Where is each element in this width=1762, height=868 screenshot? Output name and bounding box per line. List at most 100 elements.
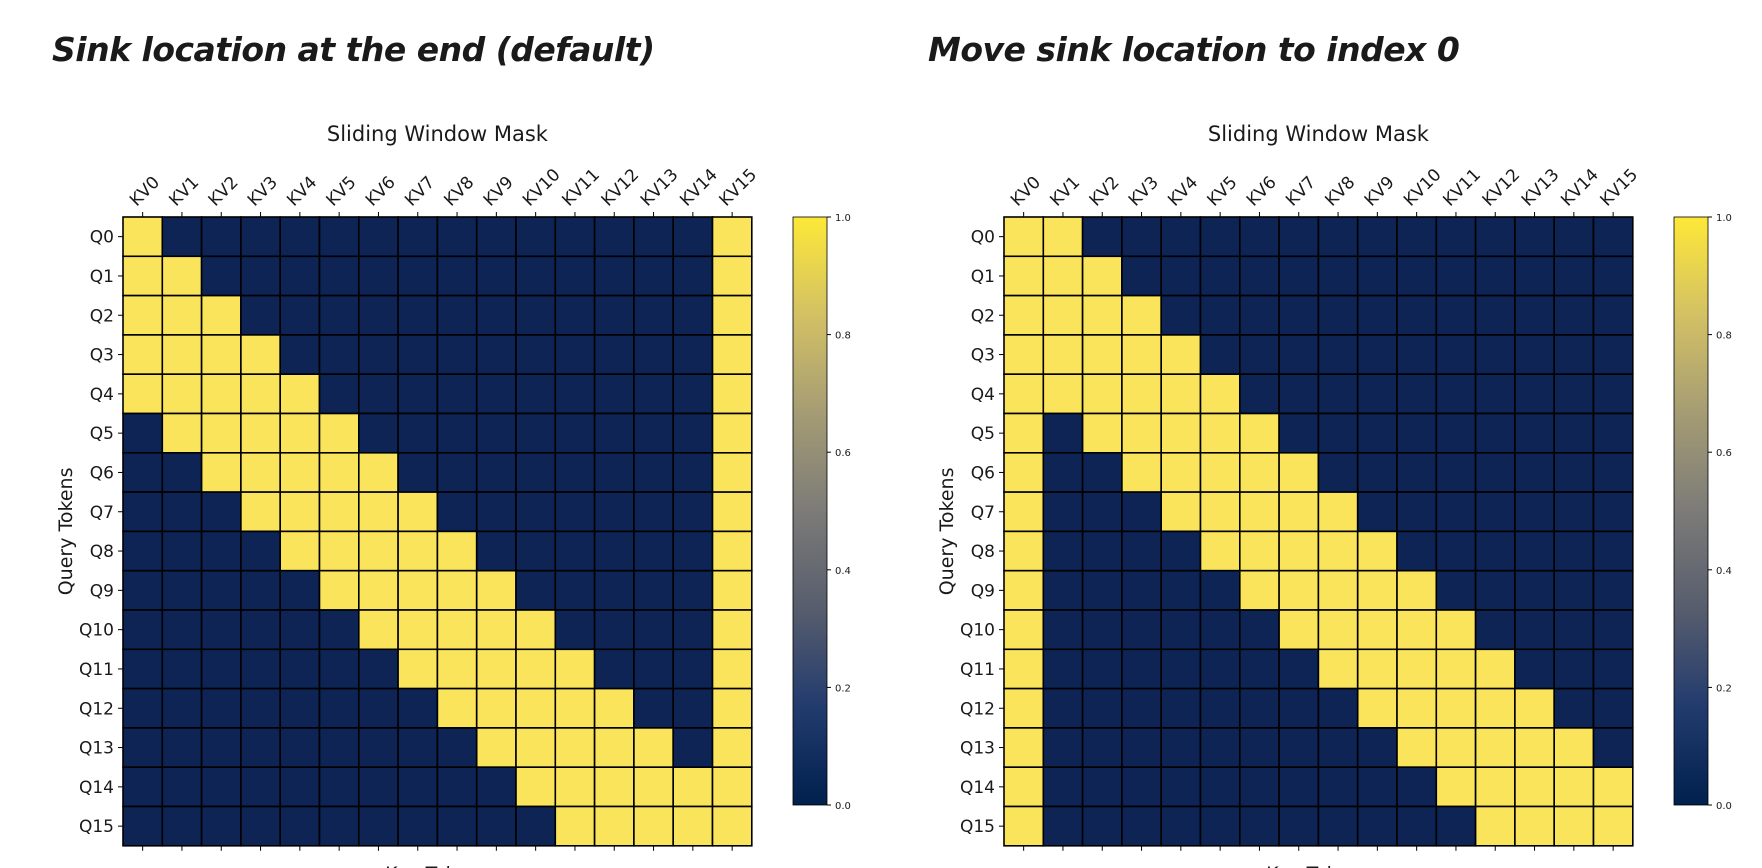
heatmap-cell — [1553, 373, 1595, 415]
heatmap-cell — [633, 255, 675, 297]
heatmap-cell — [357, 569, 399, 611]
heatmap-cell — [1278, 255, 1320, 297]
heatmap-cell — [161, 412, 203, 454]
heatmap-cell — [1238, 491, 1280, 533]
heatmap-cell — [397, 412, 439, 454]
heatmap-cell — [515, 294, 557, 336]
heatmap-cell — [318, 648, 360, 690]
heatmap-cell — [1081, 727, 1123, 769]
heatmap-cell — [711, 373, 753, 415]
heatmap-cell — [1042, 491, 1084, 533]
heatmap-cell — [1396, 766, 1438, 808]
heatmap-cell — [672, 530, 714, 572]
heatmap-cell — [1317, 334, 1359, 375]
heatmap-cell — [711, 255, 753, 297]
heatmap-cell — [1003, 530, 1045, 572]
heatmap-cell — [1474, 451, 1516, 493]
heatmap-cell — [1238, 530, 1280, 572]
heatmap-cell — [1356, 530, 1398, 572]
heatmap-cell — [475, 687, 517, 729]
heatmap-cell — [1553, 294, 1595, 336]
heatmap-cell — [122, 727, 164, 769]
heatmap-cell — [1514, 569, 1556, 611]
heatmap-cell — [1278, 609, 1320, 651]
heatmap-cell — [1356, 216, 1398, 258]
heatmap-cell — [357, 294, 399, 336]
heatmap-cell — [1121, 805, 1162, 847]
heatmap-cell — [240, 451, 281, 493]
heatmap-cell — [1474, 805, 1516, 847]
heatmap-cell — [1160, 294, 1202, 336]
heatmap-cell — [1435, 530, 1477, 572]
heatmap-cell — [1474, 294, 1516, 336]
heatmap-cell — [1553, 451, 1595, 493]
y-tick-label: Q10 — [79, 621, 114, 641]
heatmap-cell — [200, 412, 242, 454]
heatmap-cell — [318, 727, 360, 769]
heatmap-cell — [475, 412, 517, 454]
heatmap-cell — [1396, 609, 1438, 651]
heatmap-cell — [397, 334, 439, 375]
heatmap-cell — [672, 687, 714, 729]
heatmap-cell — [161, 491, 203, 533]
heatmap-cell — [1474, 334, 1516, 375]
heatmap-cell — [161, 334, 203, 375]
heatmap-cell — [161, 530, 203, 572]
heatmap-cell — [240, 609, 281, 651]
heatmap-cell — [475, 255, 517, 297]
heatmap-cell — [1042, 530, 1084, 572]
heatmap-cell — [554, 530, 596, 572]
heatmap-cell — [593, 648, 635, 690]
x-tick-label: KV1 — [1046, 173, 1084, 211]
heatmap-cell — [1592, 530, 1634, 572]
x-tick-label: KV10 — [1400, 165, 1446, 211]
heatmap-cell — [633, 727, 675, 769]
heatmap-cell — [1199, 412, 1241, 454]
x-tick-label: KV8 — [1321, 173, 1359, 211]
heatmap-cell — [436, 334, 478, 375]
x-tick-label: KV15 — [1597, 165, 1643, 211]
heatmap-cell — [122, 216, 164, 258]
heatmap-cell — [200, 255, 242, 297]
heatmap-cell — [279, 451, 321, 493]
heatmap-cell — [1553, 727, 1595, 769]
heatmap-cell — [672, 216, 714, 258]
heatmap-cell — [711, 294, 753, 336]
heatmap-cell — [1514, 687, 1556, 729]
heatmap-cell — [1199, 727, 1241, 769]
heatmap-cell — [1121, 687, 1162, 729]
heatmap-cell — [1514, 727, 1556, 769]
heatmap-cell — [1003, 373, 1045, 415]
heatmap-cell — [397, 687, 439, 729]
heatmap-cell — [1474, 373, 1516, 415]
heatmap-cell — [1514, 648, 1556, 690]
colorbar-tick-label: 0.8 — [835, 331, 851, 342]
heatmap-cell — [318, 373, 360, 415]
x-tick-label: KV4 — [1164, 173, 1202, 211]
heatmap-cell — [1042, 648, 1084, 690]
heatmap-cell — [1435, 569, 1477, 611]
heatmap-cell — [122, 530, 164, 572]
heatmap-cell — [1121, 569, 1162, 611]
heatmap-cell — [672, 412, 714, 454]
heatmap-cell — [515, 766, 557, 808]
heatmap-cell — [1081, 609, 1123, 651]
heatmap-cell — [1435, 373, 1477, 415]
y-tick-label: Q0 — [971, 228, 995, 248]
colorbar-tick-label: 0.6 — [835, 448, 851, 459]
heatmap-cell — [593, 412, 635, 454]
x-tick-label: KV7 — [401, 173, 439, 211]
heatmap-cell — [1199, 766, 1241, 808]
heatmap-cell — [475, 569, 517, 611]
heatmap-cell — [554, 766, 596, 808]
heatmap-cell — [1592, 255, 1634, 297]
heatmap-cell — [318, 569, 360, 611]
heatmap-cell — [593, 294, 635, 336]
heatmap-cell — [515, 805, 557, 847]
heatmap-cell — [1514, 805, 1556, 847]
heatmap-cell — [161, 805, 203, 847]
colorbar-tick-label: 0.2 — [1716, 683, 1732, 694]
heatmap-cell — [357, 451, 399, 493]
x-tick-label: KV5 — [323, 173, 361, 211]
y-tick-label: Q10 — [960, 621, 995, 641]
